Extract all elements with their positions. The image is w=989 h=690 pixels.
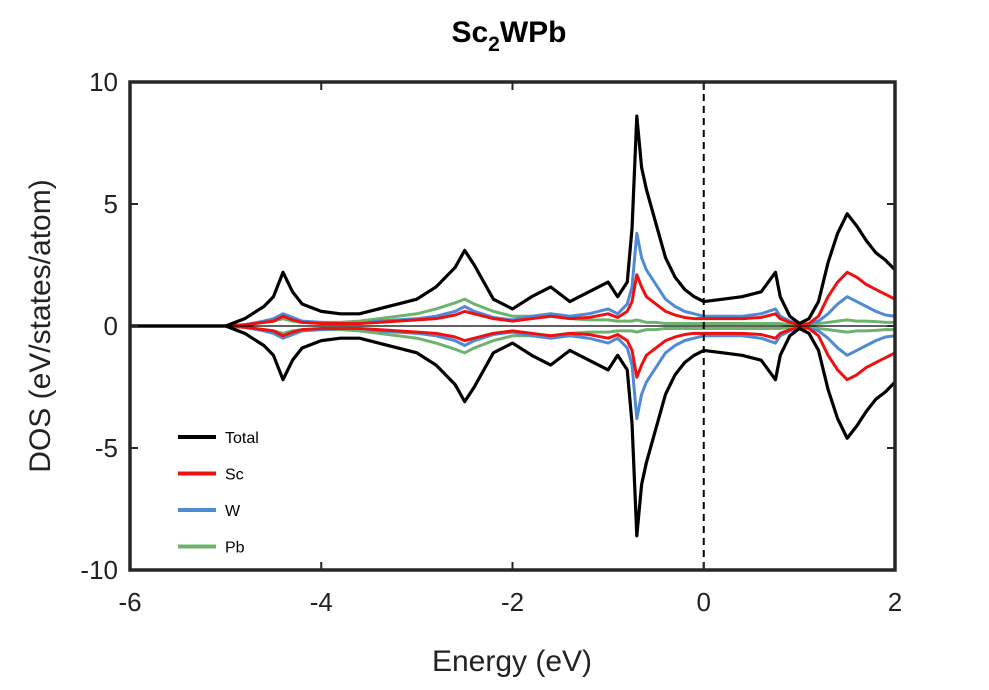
- y-tick-label: -5: [95, 433, 118, 463]
- chart-title-subscript: 2: [488, 33, 500, 56]
- y-tick-label: 5: [104, 189, 118, 219]
- chart-title: Sc2WPb: [451, 16, 566, 56]
- series-total-spin-down: [130, 324, 897, 538]
- legend: Total Sc W Pb: [178, 430, 259, 557]
- y-tick-label: -10: [80, 555, 118, 585]
- legend-label-sc: Sc: [225, 467, 244, 484]
- series-total-spin-up: [130, 114, 897, 328]
- x-tick-label: 2: [888, 587, 902, 617]
- legend-label-total: Total: [225, 430, 259, 447]
- plot-area: [130, 82, 897, 570]
- series-sc-spin-up: [130, 270, 896, 328]
- x-tick-label: -6: [118, 587, 141, 617]
- series-sc-spin-down: [130, 324, 896, 382]
- x-tick-label: -4: [310, 587, 333, 617]
- series-w-spin-up: [130, 231, 896, 328]
- chart-title-main: Sc: [451, 16, 488, 49]
- legend-label-w: W: [225, 503, 241, 520]
- y-tick-label: 0: [104, 311, 118, 341]
- legend-label-pb: Pb: [225, 540, 245, 557]
- x-axis-label: Energy (eV): [432, 645, 592, 678]
- chart-title-suffix: WPb: [500, 16, 567, 49]
- y-axis-label: DOS (eV/states/atom): [24, 179, 57, 472]
- y-tick-label: 10: [89, 67, 118, 97]
- x-tick-label: -2: [501, 587, 524, 617]
- series-w-spin-down: [130, 324, 896, 421]
- x-tick-label: 0: [697, 587, 711, 617]
- axes: -6 -4 -2 0 2 -10 -5 0 5 10: [80, 67, 902, 617]
